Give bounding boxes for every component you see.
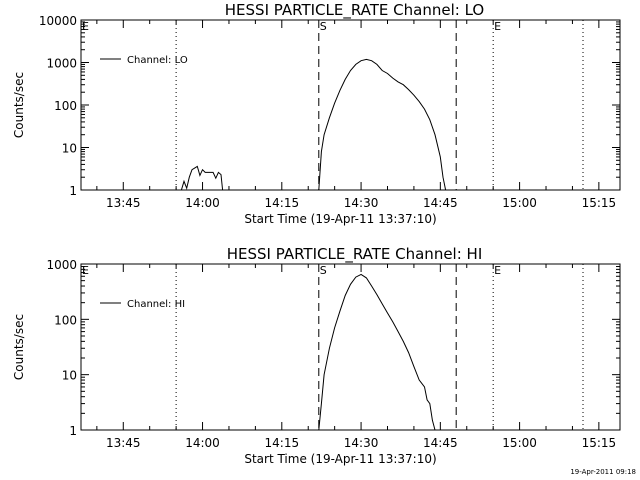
x-tick-label: 13:45 <box>106 436 141 450</box>
series-line <box>318 273 436 431</box>
event-marker-label: E <box>82 264 89 277</box>
y-tick-label: 1000 <box>46 57 77 71</box>
legend-entry: Channel: HI <box>127 299 185 310</box>
plot-timestamp: 19-Apr-2011 09:18 <box>570 468 636 476</box>
x-tick-label: 14:00 <box>185 436 220 450</box>
x-tick-label: 14:45 <box>423 196 458 210</box>
y-tick-label: 100 <box>54 313 77 327</box>
legend-entry: Channel: LO <box>127 55 188 66</box>
x-tick-label: 14:30 <box>344 436 379 450</box>
x-tick-label: 14:30 <box>344 196 379 210</box>
x-tick-label: 15:15 <box>582 436 617 450</box>
x-axis-label: Start Time (19-Apr-11 13:37:10) <box>244 212 436 226</box>
y-tick-label: 10 <box>62 369 77 383</box>
y-tick-label: 1000 <box>46 258 77 272</box>
x-tick-label: 14:15 <box>265 196 300 210</box>
y-tick-label: 10 <box>62 142 77 156</box>
event-marker-label: E <box>494 20 501 33</box>
y-tick-label: 100 <box>54 99 77 113</box>
x-tick-label: 14:15 <box>265 436 300 450</box>
x-tick-label: 15:00 <box>502 436 537 450</box>
series-line <box>318 58 447 191</box>
y-tick-label: 1 <box>69 424 77 438</box>
y-tick-label: 1 <box>69 184 77 198</box>
y-axis-label: Counts/sec <box>12 72 26 138</box>
chart-title: HESSI PARTICLE_RATE Channel: LO <box>225 1 484 20</box>
x-tick-label: 14:45 <box>423 436 458 450</box>
x-tick-label: 14:00 <box>185 196 220 210</box>
plot-frame <box>80 263 621 431</box>
y-axis-label: Counts/sec <box>12 314 26 380</box>
x-tick-label: 15:00 <box>502 196 537 210</box>
x-tick-label: 15:15 <box>582 196 617 210</box>
x-tick-label: 13:45 <box>106 196 141 210</box>
event-marker-label: E <box>494 264 501 277</box>
chart-title: HESSI PARTICLE_RATE Channel: HI <box>227 245 483 264</box>
event-marker-label: S <box>320 20 327 33</box>
plot-frame <box>80 19 621 191</box>
y-tick-label: 10000 <box>39 14 77 28</box>
event-marker-label: S <box>320 264 327 277</box>
event-marker-label: E <box>82 20 89 33</box>
series-line <box>180 165 224 191</box>
x-axis-label: Start Time (19-Apr-11 13:37:10) <box>244 452 436 466</box>
